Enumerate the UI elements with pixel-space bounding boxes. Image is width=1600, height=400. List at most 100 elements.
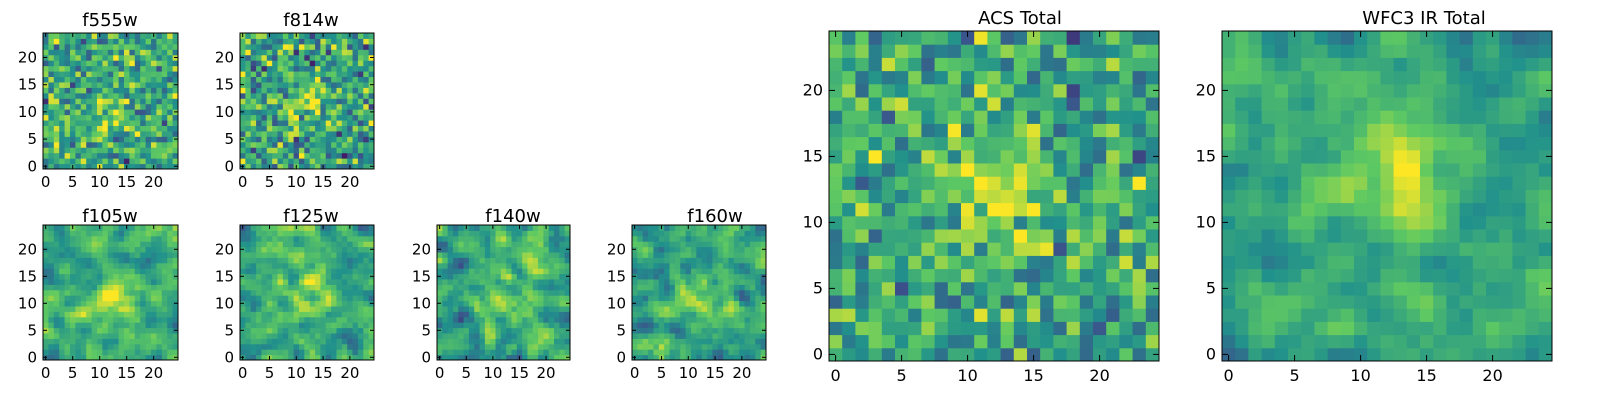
heatmap-cell [272, 98, 279, 105]
heatmap-cell [331, 246, 337, 253]
heatmap-cell [145, 130, 152, 137]
heatmap-cell [266, 76, 273, 83]
heatmap-cell [341, 49, 348, 56]
heatmap-cell [102, 147, 109, 154]
heatmap-cell [48, 306, 55, 312]
heatmap-cell [1314, 321, 1329, 336]
heatmap-cell [749, 316, 756, 323]
heatmap-cell [309, 33, 316, 39]
heatmap-cell [538, 257, 544, 264]
heatmap-cell [368, 257, 375, 264]
heatmap-cell [298, 333, 305, 339]
heatmap-cell [642, 284, 649, 291]
heatmap-cell [921, 110, 936, 124]
heatmap-cell [250, 92, 257, 99]
heatmap-cell [1093, 308, 1107, 322]
heatmap-cell [712, 295, 719, 302]
heatmap-cell [124, 92, 130, 99]
heatmap-cell [712, 241, 719, 248]
heatmap-cell [43, 241, 49, 248]
heatmap-cell [315, 33, 321, 39]
heatmap-cell [1367, 176, 1381, 190]
heatmap-cell [336, 49, 343, 56]
heatmap-cell [642, 230, 649, 237]
heatmap-cell [102, 87, 109, 94]
heatmap-cell [554, 354, 560, 361]
heatmap-cell [80, 322, 87, 329]
heatmap-cell [447, 343, 454, 350]
heatmap-cell [564, 333, 571, 339]
heatmap-cell [1512, 334, 1527, 349]
heatmap-cell [357, 76, 364, 83]
heatmap-cell [97, 38, 103, 45]
heatmap-cell [107, 163, 114, 170]
heatmap-cell [712, 268, 719, 275]
heatmap-cell [48, 65, 55, 72]
heatmap-cell [1040, 31, 1054, 45]
heatmap-cell [500, 268, 507, 275]
heatmap-cell [124, 262, 130, 269]
heatmap-cell [309, 125, 316, 132]
heatmap-cell [124, 252, 130, 258]
heatmap-cell [102, 295, 109, 302]
heatmap-cell [145, 76, 152, 83]
heatmap-cell [749, 230, 756, 237]
heatmap-cell [80, 225, 87, 231]
heatmap-cell [298, 43, 305, 50]
heatmap-cell [91, 158, 98, 165]
heatmap-cell [1040, 347, 1054, 362]
heatmap-cell [140, 141, 147, 148]
heatmap-cell [347, 241, 354, 248]
heatmap-cell [107, 289, 114, 296]
heatmap-cell [48, 246, 55, 253]
heatmap-cell [1040, 44, 1054, 58]
heatmap-cell [140, 322, 147, 329]
heatmap-cell [1367, 202, 1381, 217]
heatmap-cell [266, 279, 273, 285]
heatmap-cell [1235, 189, 1249, 204]
heatmap-cell [674, 295, 681, 302]
heatmap-cell [53, 327, 60, 334]
heatmap-cell [80, 300, 87, 307]
heatmap-cell [664, 235, 671, 242]
heatmap-cell [707, 322, 713, 329]
heatmap-cell [648, 306, 654, 312]
heatmap-cell [760, 333, 767, 339]
x-tick-label: 10 [957, 366, 977, 385]
heatmap-cell [1248, 308, 1263, 322]
heatmap-cell [86, 147, 93, 154]
heatmap-cell [53, 71, 60, 78]
heatmap-cell [272, 103, 279, 110]
heatmap-cell [516, 257, 523, 264]
heatmap-cell [1248, 321, 1263, 336]
heatmap-cell [75, 230, 82, 237]
heatmap-cell [80, 76, 87, 83]
heatmap-cell [341, 349, 348, 356]
heatmap-cell [80, 152, 87, 159]
heatmap-cell [129, 33, 136, 39]
heatmap-cell [70, 300, 76, 307]
heatmap-cell [1459, 308, 1474, 322]
heatmap-cell [145, 316, 152, 323]
heatmap-cell [1472, 163, 1487, 177]
heatmap-cell [658, 338, 665, 345]
heatmap-cell [1106, 202, 1120, 217]
heatmap-cell [1093, 70, 1107, 85]
heatmap-cell [522, 273, 528, 280]
heatmap-cell [495, 273, 502, 280]
heatmap-cell [347, 343, 354, 350]
heatmap-cell [974, 189, 988, 204]
heatmap-cell [484, 343, 491, 350]
heatmap-cell [145, 246, 152, 253]
heatmap-cell [240, 87, 246, 94]
heatmap-cell [256, 241, 262, 248]
heatmap-cell [145, 54, 152, 61]
heatmap-cell [447, 246, 454, 253]
heatmap-cell [320, 147, 327, 154]
heatmap-cell [309, 103, 316, 110]
heatmap-cell [161, 338, 168, 345]
heatmap-cell [134, 262, 141, 269]
heatmap-cell [124, 114, 130, 121]
heatmap-cell [1393, 242, 1408, 256]
heatmap-cell [701, 268, 708, 275]
